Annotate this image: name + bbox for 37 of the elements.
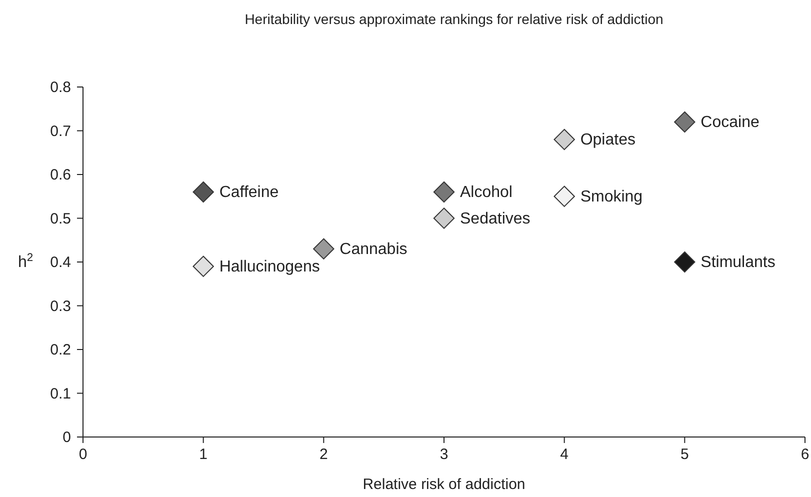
y-tick-label: 0.1 (50, 385, 71, 402)
point (554, 186, 575, 207)
series-label: Alcohol (460, 184, 512, 201)
series-label: Sedatives (460, 210, 530, 228)
y-tick-label: 0.2 (50, 342, 71, 358)
chart-title: Heritability versus approximate rankings for relative risk of addiction (244, 11, 664, 27)
y-tick-label: 0.3 (50, 298, 71, 315)
x-tick-label: 2 (319, 446, 328, 463)
point (313, 238, 334, 260)
point (192, 181, 214, 203)
series-label: Hallucinogens (219, 258, 320, 276)
y-tick-label: 0.7 (50, 122, 71, 140)
series-label: Stimulants (700, 254, 776, 271)
y-tick-label: 0 (62, 429, 71, 446)
x-tick-label: 6 (800, 446, 810, 463)
point (433, 208, 455, 229)
point (192, 256, 214, 277)
point (674, 111, 696, 133)
y-tick-label: 0.8 (50, 79, 71, 96)
series-label: Cannabis (340, 240, 408, 258)
point (433, 181, 455, 203)
x-tick-label: 4 (560, 446, 569, 463)
y-tick-label: 0.5 (50, 210, 71, 228)
y-tick-label: 0.4 (50, 254, 71, 271)
y-tick-label: 0.6 (50, 166, 71, 184)
x-tick-label: 5 (680, 446, 689, 463)
series-label: Cocaine (700, 114, 760, 131)
x-tick-label: 3 (440, 446, 448, 463)
series-label: Opiates (580, 132, 636, 148)
series-label: Smoking (580, 188, 643, 206)
y-axis-title: h$^{2}$ (18, 252, 34, 271)
point (554, 128, 575, 150)
x-tick-label: 0 (78, 446, 88, 463)
x-tick-label: 1 (199, 446, 208, 463)
series-label: Caffeine (219, 184, 279, 201)
point (674, 251, 696, 273)
x-axis-title: Relative risk of addiction (362, 476, 526, 493)
